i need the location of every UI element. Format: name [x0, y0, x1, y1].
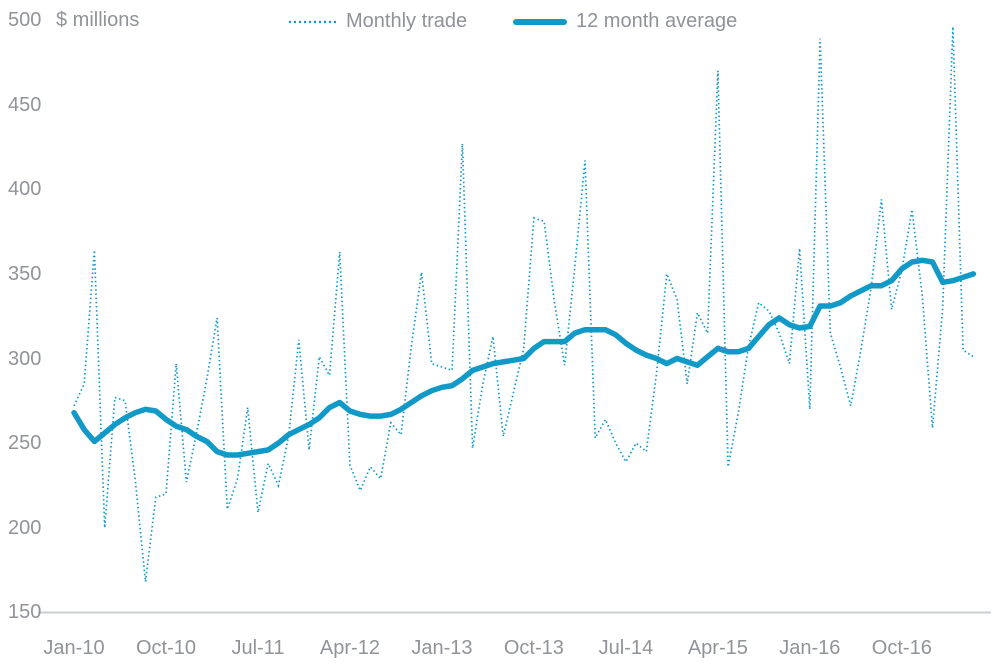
- y-tick-label: 200: [8, 516, 42, 539]
- x-tick-label: Oct-16: [871, 637, 932, 659]
- y-tick-label: 150: [8, 601, 42, 624]
- legend-label-12-month-average: 12 month average: [576, 10, 738, 32]
- legend: Monthly trade 12 month average: [0, 0, 1007, 40]
- y-tick-label: 500: [8, 9, 42, 31]
- x-tick-label: Jan-16: [779, 637, 841, 659]
- x-tick-label: Jul-14: [598, 637, 654, 659]
- x-tick-label: Apr-12: [319, 637, 380, 659]
- y-tick-label: 400: [8, 178, 42, 201]
- x-tick-label: Jan-13: [411, 637, 473, 659]
- dotted-line-sample-icon: [289, 20, 337, 23]
- x-tick-label: Oct-10: [135, 637, 196, 659]
- y-tick-label: 300: [8, 347, 42, 370]
- x-tick-label: Jan-10: [43, 637, 105, 659]
- legend-item-monthly-trade: Monthly trade: [288, 10, 467, 33]
- twelve-month-average-line: [71, 257, 977, 458]
- y-tick-label: 250: [8, 432, 42, 455]
- legend-label-monthly-trade: Monthly trade: [346, 10, 468, 32]
- solid-line-sample-icon: [513, 18, 567, 25]
- y-tick-label: 350: [8, 262, 42, 285]
- legend-item-12-month-average: 12 month average: [512, 10, 737, 33]
- x-tick-label: Jul-11: [231, 637, 285, 659]
- x-tick-label: Oct-13: [503, 637, 564, 659]
- y-axis-title: $ millions: [56, 9, 140, 31]
- y-tick-label: 450: [8, 93, 42, 116]
- x-tick-label: Apr-15: [687, 637, 748, 659]
